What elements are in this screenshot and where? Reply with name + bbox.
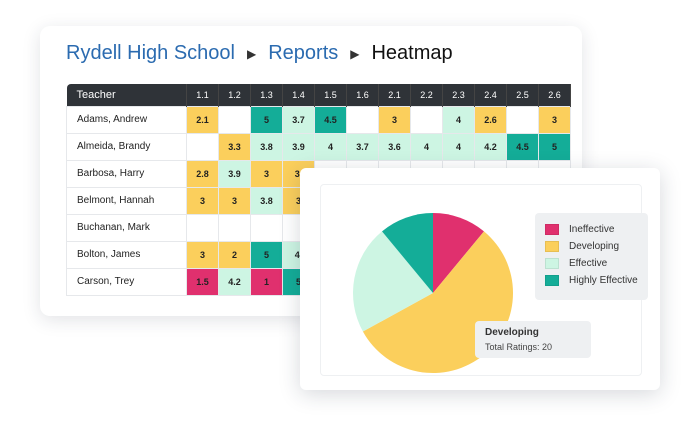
table-row[interactable]: Almeida, Brandy 3.3 3.8 3.9 4 3.7 3.6 4 4 4.2 4.5 5 bbox=[66, 132, 571, 161]
score-cell[interactable]: 4 bbox=[442, 132, 475, 161]
teacher-name[interactable]: Bolton, James bbox=[66, 240, 187, 269]
teacher-name[interactable]: Buchanan, Mark bbox=[66, 213, 187, 242]
score-cell[interactable] bbox=[410, 105, 443, 134]
legend-label: Developing bbox=[569, 241, 620, 252]
table-row[interactable]: Adams, Andrew 2.1 5 3.7 4.5 3 4 2.6 3 bbox=[66, 105, 571, 134]
chart-legend: Ineffective Developing Effective Highly Eff… bbox=[535, 213, 648, 300]
score-cell[interactable]: 3.9 bbox=[282, 132, 315, 161]
standard-column-header[interactable]: 1.6 bbox=[346, 84, 379, 106]
legend-item[interactable]: Developing bbox=[545, 241, 638, 252]
breadcrumb-arrow-icon: ▶ bbox=[350, 46, 360, 61]
score-cell[interactable] bbox=[250, 213, 283, 242]
legend-swatch bbox=[545, 258, 559, 269]
pie-slice-effective[interactable] bbox=[353, 231, 433, 332]
score-cell[interactable]: 5 bbox=[250, 105, 283, 134]
score-cell[interactable]: 1 bbox=[250, 267, 283, 296]
legend-item[interactable]: Effective bbox=[545, 258, 638, 269]
score-cell[interactable]: 3.7 bbox=[282, 105, 315, 134]
score-cell[interactable]: 4.5 bbox=[314, 105, 347, 134]
score-cell[interactable] bbox=[346, 105, 379, 134]
score-cell[interactable]: 3.3 bbox=[218, 132, 251, 161]
pie-chart-panel: Ineffective Developing Effective Highly Eff… bbox=[320, 184, 648, 376]
score-cell[interactable]: 4 bbox=[314, 132, 347, 161]
score-cell[interactable]: 4.5 bbox=[506, 132, 539, 161]
score-cell[interactable]: 3.7 bbox=[346, 132, 379, 161]
teacher-name[interactable]: Adams, Andrew bbox=[66, 105, 187, 134]
breadcrumb: Rydell High School ▶ Reports ▶ Heatmap bbox=[66, 42, 453, 65]
score-cell[interactable]: 3 bbox=[250, 159, 283, 188]
standard-column-header[interactable]: 1.2 bbox=[218, 84, 251, 106]
legend-swatch bbox=[545, 275, 559, 286]
score-cell[interactable] bbox=[186, 132, 219, 161]
score-cell[interactable]: 1.5 bbox=[186, 267, 219, 296]
legend-item[interactable]: Highly Effective bbox=[545, 275, 638, 286]
score-cell[interactable] bbox=[218, 213, 251, 242]
standard-column-header[interactable]: 2.6 bbox=[538, 84, 571, 106]
score-cell[interactable] bbox=[506, 105, 539, 134]
legend-swatch bbox=[545, 224, 559, 235]
score-cell[interactable]: 4.2 bbox=[474, 132, 507, 161]
standard-column-header[interactable]: 2.2 bbox=[410, 84, 443, 106]
legend-label: Ineffective bbox=[569, 224, 615, 235]
tooltip-title: Developing bbox=[485, 327, 539, 338]
score-cell[interactable]: 3 bbox=[186, 240, 219, 269]
page-title: Heatmap bbox=[371, 42, 453, 64]
standard-column-header[interactable]: 1.5 bbox=[314, 84, 347, 106]
standard-column-header[interactable]: 1.1 bbox=[186, 84, 219, 106]
standard-column-header[interactable]: 2.3 bbox=[442, 84, 475, 106]
legend-label: Highly Effective bbox=[569, 275, 638, 286]
score-cell[interactable]: 3.8 bbox=[250, 132, 283, 161]
score-cell[interactable]: 4 bbox=[442, 105, 475, 134]
score-cell[interactable]: 3 bbox=[218, 186, 251, 215]
score-cell[interactable]: 2.6 bbox=[474, 105, 507, 134]
score-cell[interactable] bbox=[186, 213, 219, 242]
standard-column-header[interactable]: 2.4 bbox=[474, 84, 507, 106]
score-cell[interactable]: 3.8 bbox=[250, 186, 283, 215]
teacher-name[interactable]: Carson, Trey bbox=[66, 267, 187, 296]
score-cell[interactable] bbox=[218, 105, 251, 134]
standard-column-header[interactable]: 2.1 bbox=[378, 84, 411, 106]
breadcrumb-reports-link[interactable]: Reports bbox=[268, 42, 339, 64]
pie-slice-highly-effective[interactable] bbox=[382, 213, 433, 293]
chart-tooltip: Developing Total Ratings: 20 bbox=[475, 321, 591, 358]
legend-item[interactable]: Ineffective bbox=[545, 224, 638, 235]
standard-column-header[interactable]: 2.5 bbox=[506, 84, 539, 106]
legend-label: Effective bbox=[569, 258, 608, 269]
score-cell[interactable]: 2.8 bbox=[186, 159, 219, 188]
score-cell[interactable]: 3.9 bbox=[218, 159, 251, 188]
score-cell[interactable]: 5 bbox=[538, 132, 571, 161]
rating-distribution-card: Ineffective Developing Effective Highly Eff… bbox=[300, 168, 660, 390]
standard-column-header[interactable]: 1.3 bbox=[250, 84, 283, 106]
breadcrumb-school-link[interactable]: Rydell High School bbox=[66, 42, 235, 64]
score-cell[interactable]: 4 bbox=[410, 132, 443, 161]
score-cell[interactable]: 2 bbox=[218, 240, 251, 269]
standard-column-header[interactable]: 1.4 bbox=[282, 84, 315, 106]
teacher-name[interactable]: Belmont, Hannah bbox=[66, 186, 187, 215]
teacher-name[interactable]: Almeida, Brandy bbox=[66, 132, 187, 161]
score-cell[interactable]: 3.6 bbox=[378, 132, 411, 161]
score-cell[interactable]: 4.2 bbox=[218, 267, 251, 296]
score-cell[interactable]: 3 bbox=[538, 105, 571, 134]
score-cell[interactable]: 5 bbox=[250, 240, 283, 269]
score-cell[interactable]: 3 bbox=[378, 105, 411, 134]
score-cell[interactable]: 3 bbox=[186, 186, 219, 215]
breadcrumb-arrow-icon: ▶ bbox=[246, 46, 257, 61]
score-cell[interactable]: 2.1 bbox=[186, 105, 219, 134]
legend-swatch bbox=[545, 241, 559, 252]
pie-slice-ineffective[interactable] bbox=[433, 213, 484, 293]
tooltip-total-ratings: Total Ratings: 20 bbox=[485, 342, 553, 352]
heatmap-header-row: Teacher 1.1 1.2 1.3 1.4 1.5 1.6 2.1 2.2 2.3 2.4 2.… bbox=[66, 84, 571, 106]
teacher-column-header[interactable]: Teacher bbox=[66, 84, 187, 106]
teacher-name[interactable]: Barbosa, Harry bbox=[66, 159, 187, 188]
